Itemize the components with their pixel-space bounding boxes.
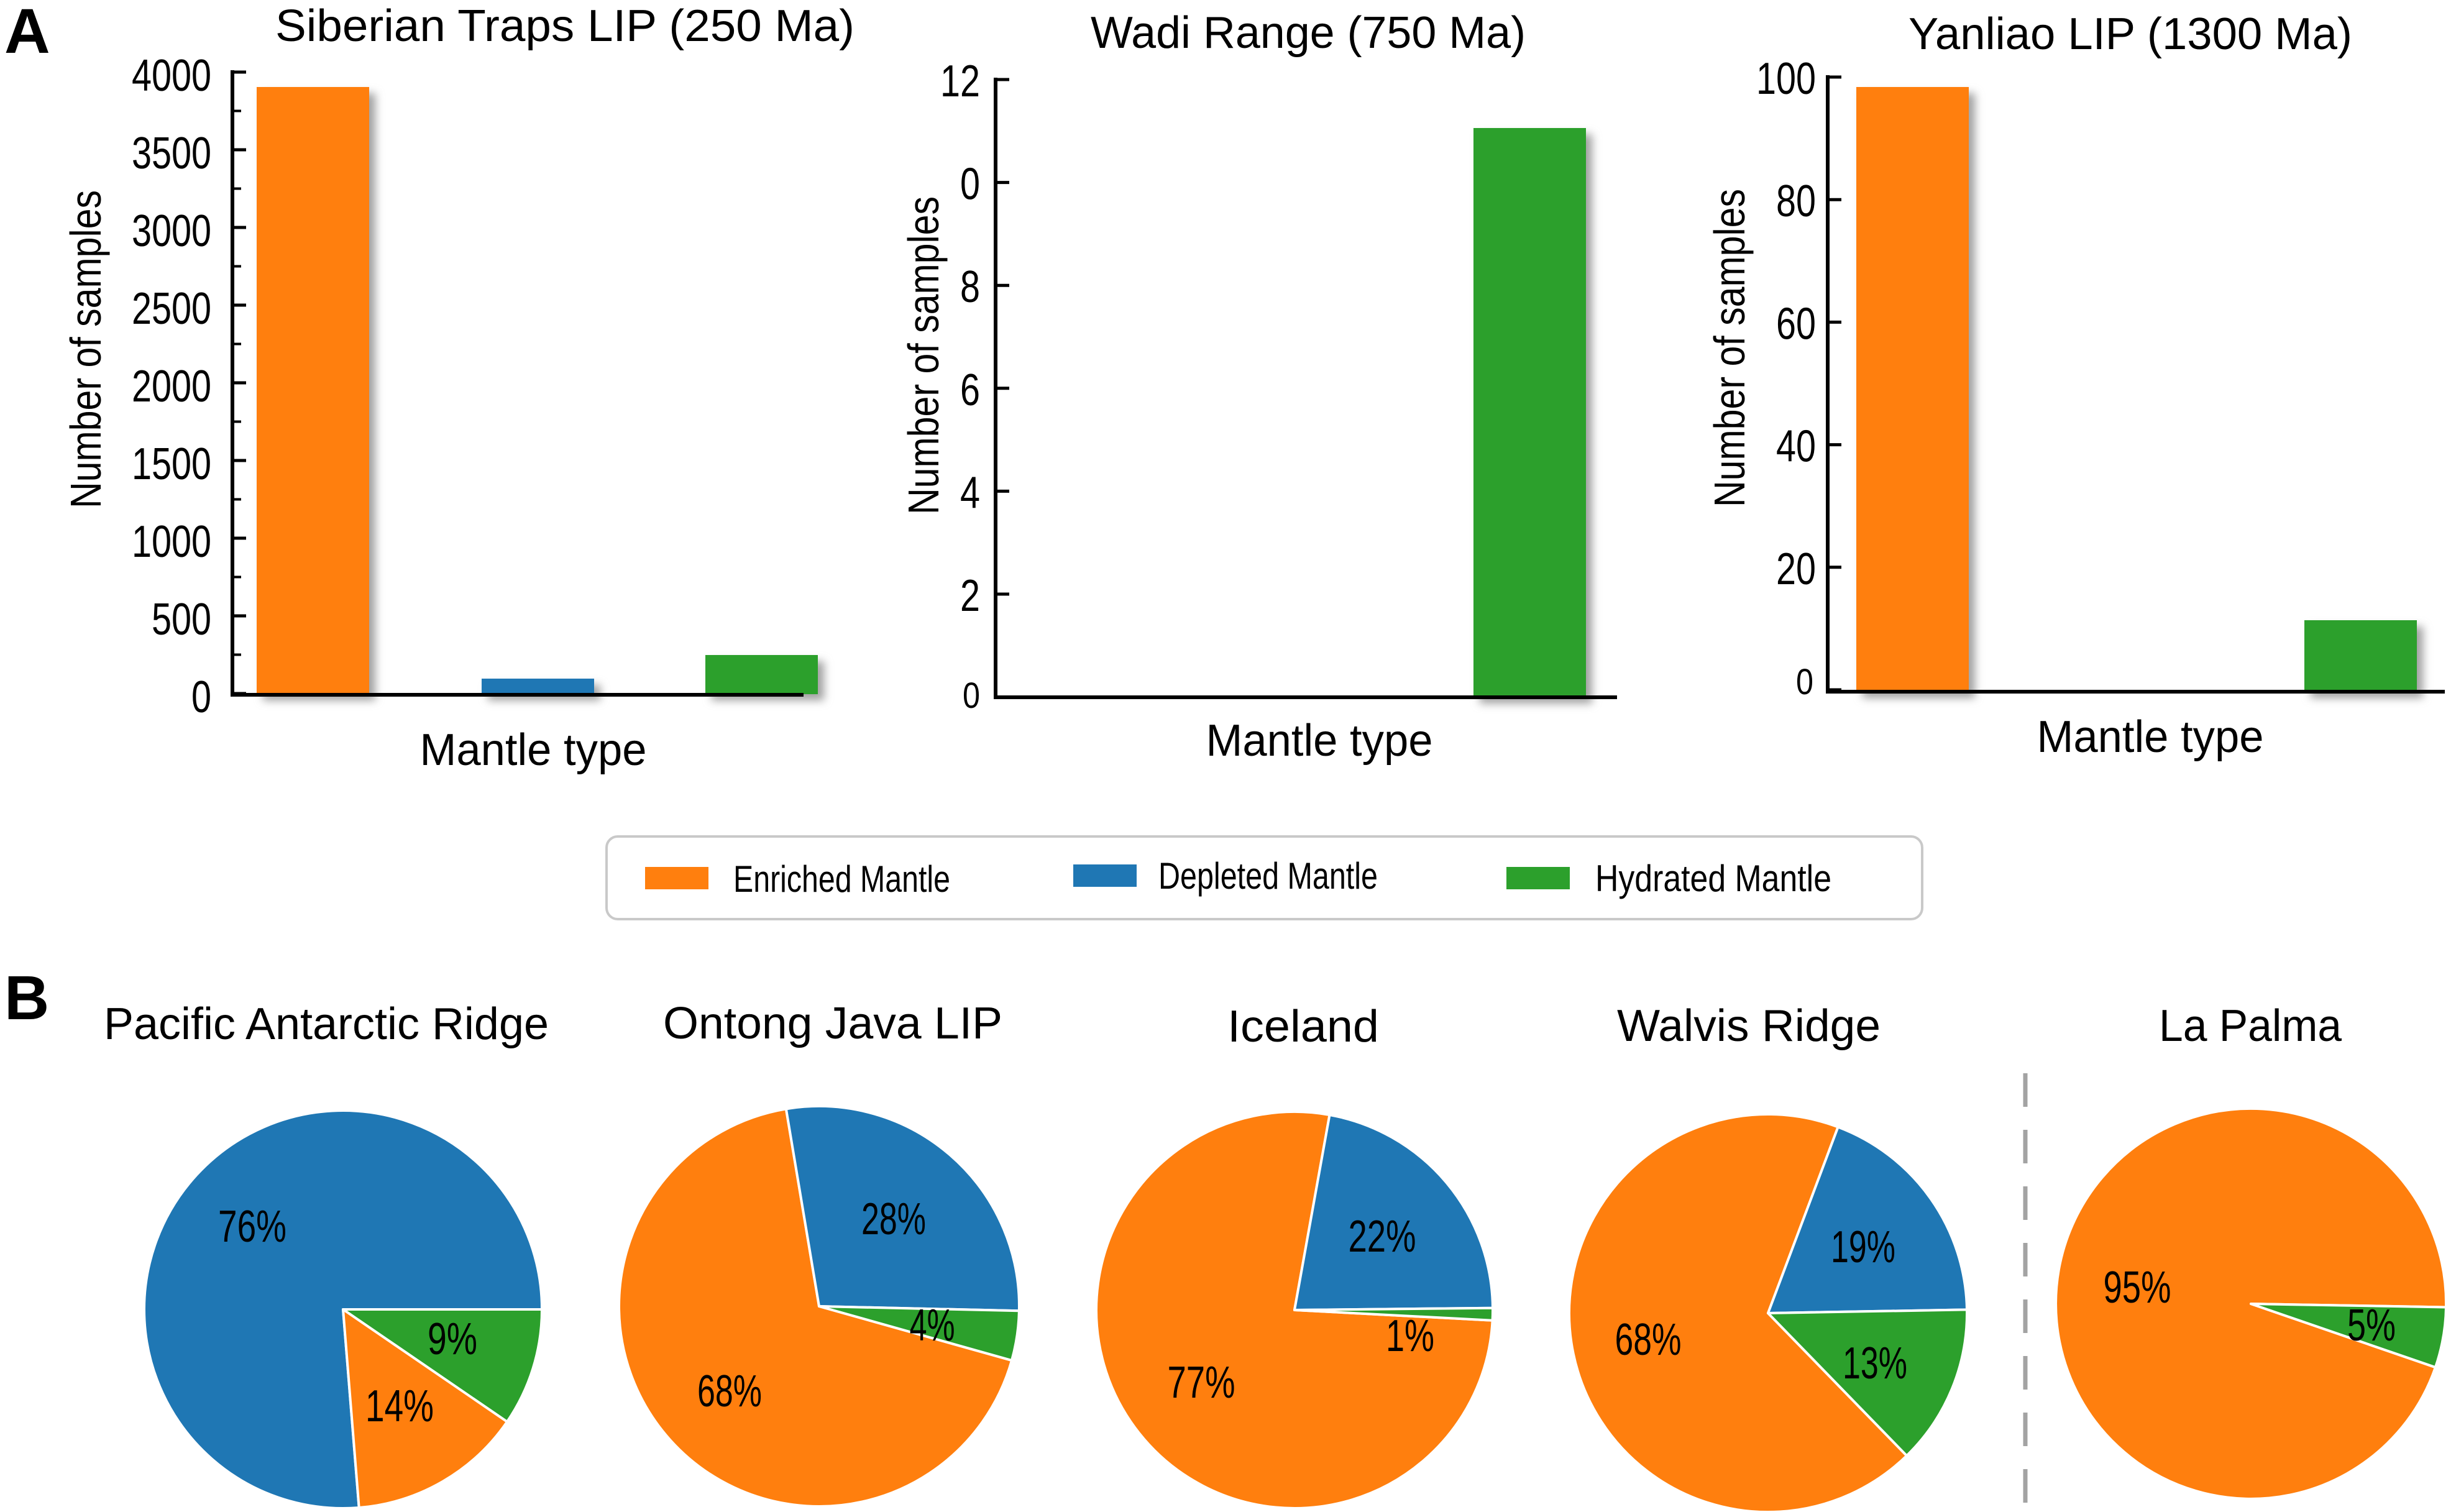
svg-text:80: 80 xyxy=(1776,176,1816,226)
svg-text:Mantle type: Mantle type xyxy=(2037,712,2264,762)
svg-text:68%: 68% xyxy=(697,1367,762,1416)
svg-text:Mantle type: Mantle type xyxy=(1206,716,1433,766)
svg-text:3500: 3500 xyxy=(132,129,211,178)
svg-text:A: A xyxy=(4,0,50,66)
svg-text:95%: 95% xyxy=(2104,1263,2171,1313)
svg-text:19%: 19% xyxy=(1831,1222,1895,1272)
svg-text:0: 0 xyxy=(1796,662,1813,702)
svg-text:2000: 2000 xyxy=(132,362,211,411)
svg-text:20: 20 xyxy=(1776,544,1816,594)
svg-text:40: 40 xyxy=(1776,422,1816,472)
svg-text:12: 12 xyxy=(940,57,980,106)
svg-text:Mantle type: Mantle type xyxy=(420,725,647,775)
svg-text:Siberian Traps LIP (250 Ma): Siberian Traps LIP (250 Ma) xyxy=(275,1,855,51)
svg-text:60: 60 xyxy=(1776,299,1816,349)
svg-text:2: 2 xyxy=(960,571,980,621)
svg-text:Number of samples: Number of samples xyxy=(899,196,948,515)
svg-text:0: 0 xyxy=(960,160,980,209)
svg-text:14%: 14% xyxy=(365,1381,434,1431)
svg-text:Wadi Range (750 Ma): Wadi Range (750 Ma) xyxy=(1091,8,1526,58)
svg-text:Ontong Java LIP: Ontong Java LIP xyxy=(663,999,1002,1048)
svg-text:6: 6 xyxy=(960,365,980,415)
svg-text:500: 500 xyxy=(152,595,211,644)
svg-text:28%: 28% xyxy=(861,1194,926,1244)
svg-text:Depleted Mantle: Depleted Mantle xyxy=(1158,855,1378,897)
svg-text:1500: 1500 xyxy=(132,439,211,489)
svg-text:Walvis Ridge: Walvis Ridge xyxy=(1617,1001,1881,1051)
svg-text:5%: 5% xyxy=(2347,1301,2396,1350)
svg-text:77%: 77% xyxy=(1168,1358,1235,1408)
svg-text:9%: 9% xyxy=(428,1314,477,1364)
svg-text:Number of samples: Number of samples xyxy=(62,190,110,508)
svg-text:22%: 22% xyxy=(1349,1212,1416,1262)
svg-text:4: 4 xyxy=(960,468,980,518)
svg-text:8: 8 xyxy=(960,262,980,312)
svg-text:B: B xyxy=(4,963,49,1033)
svg-text:La Palma: La Palma xyxy=(2159,1001,2342,1051)
svg-text:Hydrated Mantle: Hydrated Mantle xyxy=(1595,858,1831,899)
svg-text:Iceland: Iceland xyxy=(1227,1002,1379,1052)
svg-text:0: 0 xyxy=(191,672,211,722)
svg-text:1%: 1% xyxy=(1386,1311,1434,1361)
svg-text:Pacific Antarctic Ridge: Pacific Antarctic Ridge xyxy=(104,999,549,1049)
svg-text:Yanliao LIP (1300 Ma): Yanliao LIP (1300 Ma) xyxy=(1908,9,2352,59)
svg-text:1000: 1000 xyxy=(132,517,211,567)
svg-text:13%: 13% xyxy=(1843,1339,1907,1388)
svg-text:100: 100 xyxy=(1756,54,1816,104)
svg-text:0: 0 xyxy=(963,676,980,716)
svg-text:3000: 3000 xyxy=(132,206,211,256)
svg-text:2500: 2500 xyxy=(132,284,211,334)
svg-text:4%: 4% xyxy=(910,1301,955,1350)
svg-text:Enriched Mantle: Enriched Mantle xyxy=(733,858,950,900)
svg-text:Number of samples: Number of samples xyxy=(1705,189,1754,507)
svg-text:76%: 76% xyxy=(218,1202,286,1252)
svg-text:68%: 68% xyxy=(1615,1315,1682,1365)
svg-text:4000: 4000 xyxy=(132,51,211,101)
